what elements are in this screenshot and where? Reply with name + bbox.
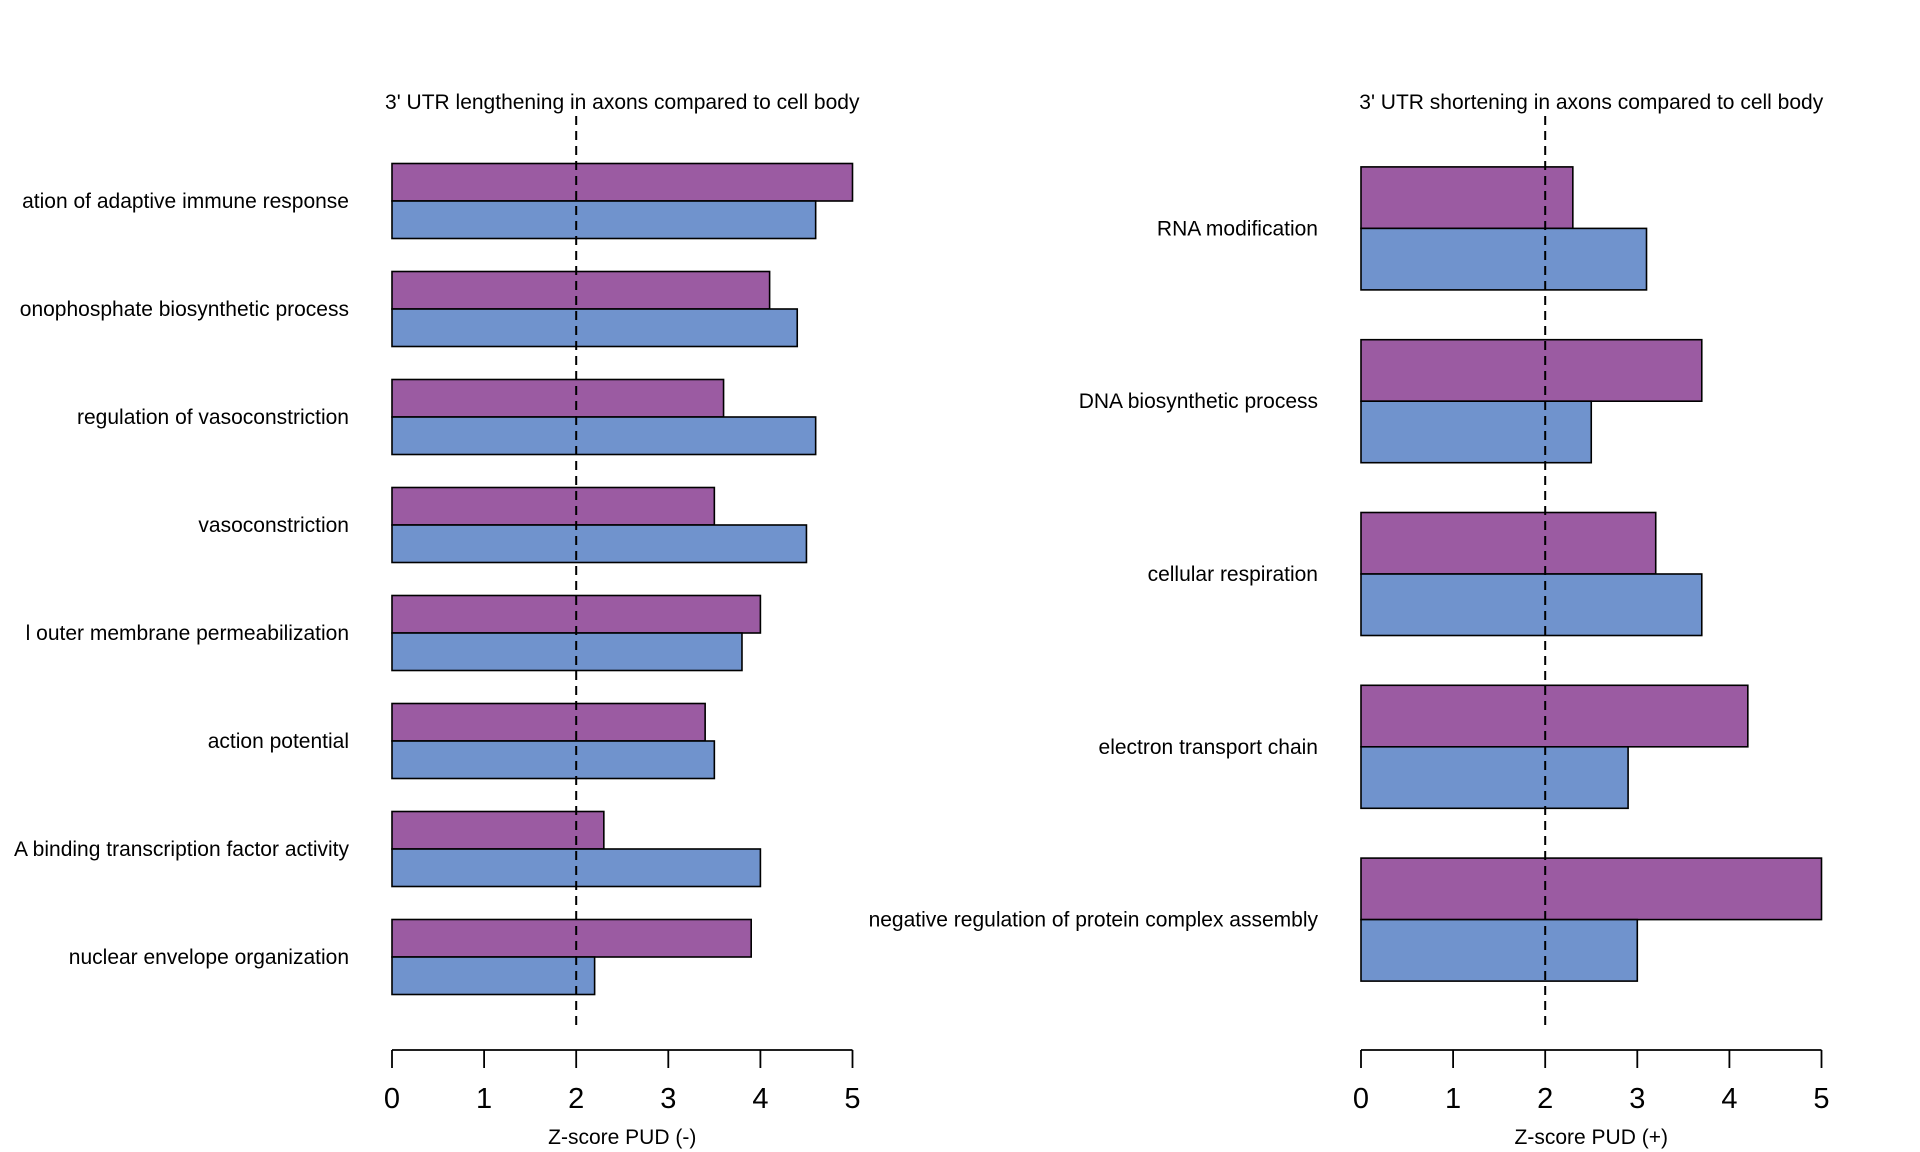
right-bar-blue-4 <box>1360 918 1639 982</box>
left-category-labels: ation of adaptive immune response onophos… <box>14 190 349 969</box>
left-bar-blue-5 <box>391 740 716 780</box>
right-category-label: RNA modification <box>1157 217 1318 240</box>
left-category-label: action potential <box>208 730 349 753</box>
right-category-label: electron transport chain <box>1099 736 1318 759</box>
left-x-tick-label: 2 <box>568 1083 584 1115</box>
left-bar-purple-3 <box>391 486 716 526</box>
left-bar-purple-0 <box>391 162 854 202</box>
left-category-label: ation of adaptive immune response <box>22 190 349 213</box>
left-bars <box>391 162 854 996</box>
right-bar-purple-1 <box>1360 338 1703 403</box>
left-bar-purple-5 <box>391 702 706 742</box>
left-x-axis-label: Z-score PUD (-) <box>548 1126 696 1149</box>
left-x-tick-label: 1 <box>476 1083 492 1115</box>
right-bar-purple-0 <box>1360 166 1574 230</box>
right-bar-blue-2 <box>1360 573 1703 637</box>
right-panel: 3' UTR shortening in axons compared to c… <box>869 91 1830 1149</box>
right-bar-purple-4 <box>1360 857 1823 921</box>
left-x-tick-label: 5 <box>844 1083 860 1115</box>
right-x-tick-label: 2 <box>1537 1083 1553 1115</box>
left-bar-purple-2 <box>391 378 725 418</box>
right-x-tick-label: 0 <box>1353 1083 1369 1115</box>
left-bar-blue-0 <box>391 200 817 240</box>
right-bar-blue-1 <box>1360 400 1593 464</box>
right-x-tick-label: 3 <box>1629 1083 1645 1115</box>
right-bar-purple-2 <box>1360 511 1657 575</box>
right-category-label: DNA biosynthetic process <box>1079 390 1318 413</box>
right-category-label: cellular respiration <box>1148 563 1318 586</box>
left-bar-blue-1 <box>391 308 799 348</box>
left-category-label: onophosphate biosynthetic process <box>20 298 349 321</box>
left-x-tick-label: 4 <box>752 1083 768 1115</box>
right-x-axis: 0 1 2 3 4 5 <box>1353 1049 1830 1115</box>
left-category-label: regulation of vasoconstriction <box>77 406 349 429</box>
right-bar-purple-3 <box>1360 684 1749 748</box>
left-bar-blue-2 <box>391 416 817 456</box>
left-bar-blue-4 <box>391 632 743 672</box>
right-bar-blue-0 <box>1360 227 1648 291</box>
left-category-label: vasoconstriction <box>198 514 349 537</box>
right-x-axis-label: Z-score PUD (+) <box>1515 1126 1668 1149</box>
right-category-label: negative regulation of protein complex a… <box>869 909 1319 932</box>
right-chart-title: 3' UTR shortening in axons compared to c… <box>1359 91 1823 114</box>
right-bar-blue-3 <box>1360 745 1629 810</box>
left-category-label: A binding transcription factor activity <box>14 838 349 861</box>
right-bars <box>1360 166 1823 982</box>
left-chart-title: 3' UTR lengthening in axons compared to … <box>385 91 860 114</box>
left-bar-blue-3 <box>391 524 808 564</box>
left-bar-purple-6 <box>391 810 605 850</box>
right-x-tick-label: 1 <box>1445 1083 1461 1115</box>
left-bar-blue-7 <box>391 956 596 996</box>
right-category-labels: RNA modification DNA biosynthetic process… <box>869 217 1319 931</box>
left-category-label: l outer membrane permeabilization <box>26 622 349 645</box>
left-bar-purple-7 <box>391 918 752 958</box>
left-x-axis: 0 1 2 3 4 5 <box>384 1049 861 1115</box>
left-x-tick-label: 0 <box>384 1083 400 1115</box>
left-panel: 3' UTR lengthening in axons compared to … <box>14 91 861 1149</box>
right-x-tick-label: 5 <box>1813 1083 1829 1115</box>
left-x-tick-label: 3 <box>660 1083 676 1115</box>
left-bar-purple-1 <box>391 270 771 310</box>
right-x-tick-label: 4 <box>1721 1083 1737 1115</box>
left-category-label: nuclear envelope organization <box>69 946 349 969</box>
